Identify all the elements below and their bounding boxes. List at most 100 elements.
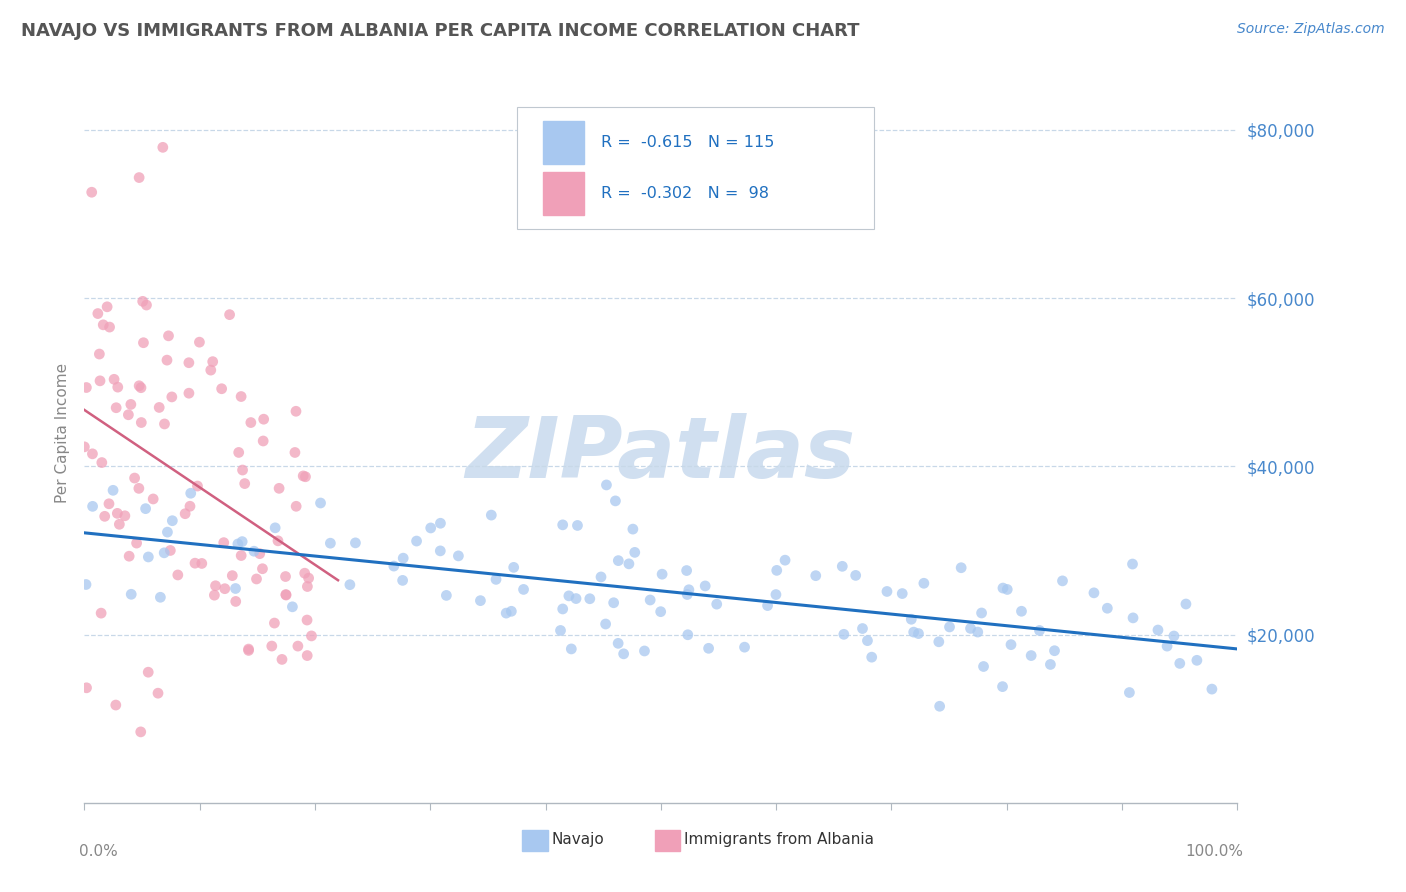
Point bbox=[191, 557, 214, 571]
Point bbox=[832, 627, 855, 641]
Point bbox=[434, 588, 457, 602]
Point bbox=[695, 579, 717, 593]
Point bbox=[229, 390, 252, 404]
Point bbox=[1185, 653, 1208, 667]
Point bbox=[1028, 624, 1050, 638]
Point bbox=[294, 469, 316, 483]
Point bbox=[991, 680, 1014, 694]
Point bbox=[651, 567, 673, 582]
Point bbox=[613, 647, 636, 661]
Point bbox=[301, 629, 323, 643]
Point bbox=[607, 554, 630, 568]
Point bbox=[142, 491, 165, 506]
Point bbox=[578, 591, 600, 606]
Point bbox=[260, 639, 283, 653]
Point bbox=[101, 483, 124, 498]
Point bbox=[89, 347, 111, 361]
Point bbox=[607, 636, 630, 650]
Point bbox=[1156, 639, 1178, 653]
Point bbox=[1201, 682, 1223, 697]
Point bbox=[118, 549, 141, 564]
Point bbox=[226, 537, 249, 551]
Point bbox=[228, 445, 250, 459]
FancyBboxPatch shape bbox=[517, 107, 875, 229]
Point bbox=[90, 456, 112, 470]
Point bbox=[605, 494, 627, 508]
Point bbox=[221, 568, 243, 582]
Point bbox=[995, 582, 1018, 597]
Point bbox=[804, 568, 827, 582]
Point bbox=[267, 533, 290, 548]
Point bbox=[156, 353, 179, 368]
Point bbox=[245, 572, 267, 586]
Point bbox=[285, 404, 308, 418]
Point bbox=[252, 562, 274, 576]
Point bbox=[676, 628, 699, 642]
Point bbox=[233, 476, 256, 491]
Point bbox=[174, 507, 197, 521]
Point bbox=[135, 298, 157, 312]
Point bbox=[991, 581, 1014, 595]
Point bbox=[107, 380, 129, 394]
Point bbox=[287, 639, 309, 653]
Point bbox=[131, 294, 153, 309]
Point bbox=[966, 625, 988, 640]
Point bbox=[214, 582, 236, 596]
Point bbox=[429, 544, 451, 558]
Point bbox=[1121, 557, 1143, 571]
Point bbox=[928, 699, 950, 714]
Point bbox=[204, 579, 226, 593]
Point bbox=[765, 563, 787, 577]
Point bbox=[856, 633, 879, 648]
Point bbox=[243, 544, 266, 558]
Point bbox=[550, 624, 572, 638]
Point bbox=[617, 557, 640, 571]
Point bbox=[675, 564, 697, 578]
Text: ZIPatlas: ZIPatlas bbox=[465, 413, 856, 496]
Point bbox=[252, 434, 274, 448]
Point bbox=[973, 659, 995, 673]
Point bbox=[82, 447, 104, 461]
Point bbox=[602, 596, 624, 610]
Point bbox=[76, 681, 98, 695]
Point bbox=[269, 481, 291, 495]
Point bbox=[98, 320, 121, 334]
Point bbox=[558, 589, 581, 603]
Point bbox=[186, 479, 208, 493]
Point bbox=[284, 445, 307, 459]
Bar bbox=[543, 172, 583, 215]
Point bbox=[271, 652, 294, 666]
Point bbox=[831, 559, 853, 574]
Point bbox=[89, 374, 111, 388]
Point bbox=[495, 606, 517, 620]
Point bbox=[73, 440, 96, 454]
Point bbox=[479, 508, 502, 522]
Point bbox=[264, 521, 287, 535]
Point bbox=[928, 634, 950, 648]
Point bbox=[128, 481, 150, 495]
Point bbox=[1097, 601, 1119, 615]
Point bbox=[912, 576, 935, 591]
Y-axis label: Per Capita Income: Per Capita Income bbox=[55, 362, 70, 503]
Point bbox=[201, 354, 224, 368]
Point bbox=[382, 559, 405, 574]
Point bbox=[567, 518, 589, 533]
Point bbox=[595, 617, 617, 632]
Point bbox=[1122, 611, 1144, 625]
Point bbox=[551, 517, 574, 532]
Point bbox=[1118, 685, 1140, 699]
Point bbox=[419, 521, 441, 535]
Point bbox=[138, 549, 160, 564]
Point bbox=[120, 587, 142, 601]
Point bbox=[292, 469, 315, 483]
Point bbox=[148, 401, 170, 415]
Point bbox=[970, 606, 993, 620]
Point bbox=[128, 170, 150, 185]
Point bbox=[623, 545, 645, 559]
Point bbox=[146, 686, 169, 700]
Bar bbox=[543, 121, 583, 164]
Point bbox=[157, 328, 180, 343]
Point bbox=[232, 463, 254, 477]
Point bbox=[105, 401, 128, 415]
Point bbox=[405, 534, 427, 549]
